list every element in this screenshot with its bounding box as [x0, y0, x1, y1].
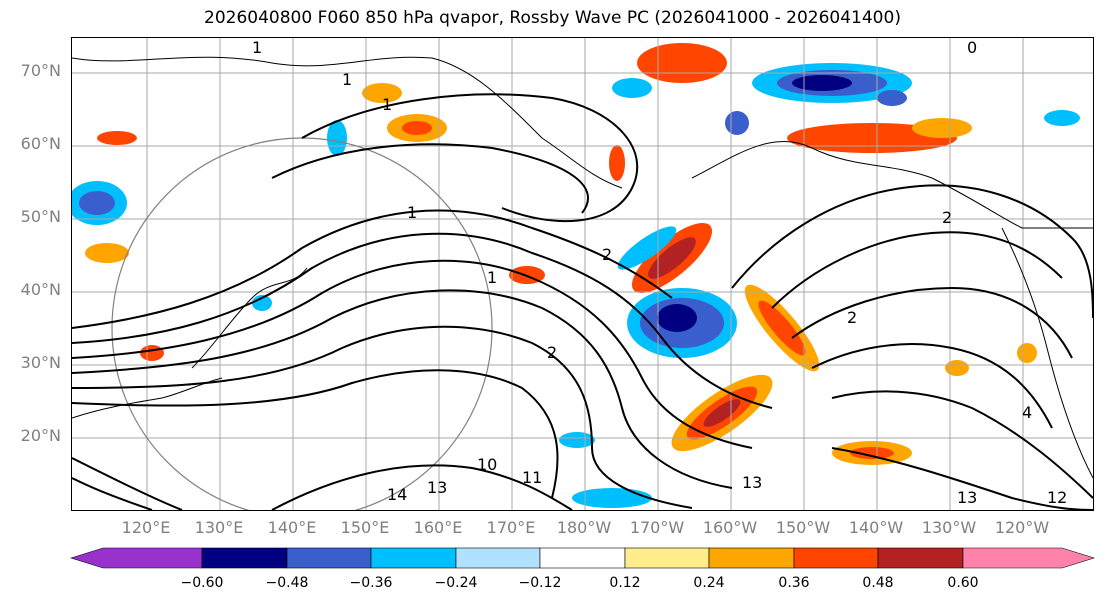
colorbar-cell — [286, 547, 372, 569]
lon-label: 140°E — [267, 518, 317, 537]
contour-label: 1 — [407, 203, 417, 222]
contour-label: 13 — [427, 478, 447, 497]
contour-label: 10 — [477, 455, 497, 474]
lon-label: 150°E — [340, 518, 390, 537]
lon-label: 120°W — [994, 518, 1050, 537]
lat-label-20n: 20°N — [20, 426, 61, 445]
colorbar-tick: −0.48 — [265, 575, 309, 591]
lat-label-40n: 40°N — [20, 280, 61, 299]
lon-label: 140°W — [848, 518, 904, 537]
contour-label: 1 — [252, 38, 262, 57]
contour-label: 13 — [742, 473, 762, 492]
lat-label-70n: 70°N — [20, 61, 61, 80]
contour-label: 0 — [967, 38, 977, 57]
colorbar-tick: −0.36 — [349, 575, 393, 591]
lat-label-50n: 50°N — [20, 207, 61, 226]
contour-label: 13 — [957, 488, 977, 507]
colorbar-tick: −0.24 — [434, 575, 478, 591]
plot-title: 2026040800 F060 850 hPa qvapor, Rossby W… — [204, 8, 901, 28]
map-panel[interactable]: 0 1 1 1 1 1 2 2 2 2 4 10 11 12 13 13 13 … — [71, 37, 1094, 511]
contour-label: 2 — [942, 208, 952, 227]
contour-label: 2 — [847, 308, 857, 327]
colorbar-cell — [69, 547, 203, 569]
contour-label: 2 — [547, 343, 557, 362]
lon-label: 170°E — [486, 518, 536, 537]
contour-label: 11 — [522, 468, 542, 487]
colorbar-cell — [708, 547, 795, 569]
lat-label-30n: 30°N — [20, 353, 61, 372]
lon-label: 180°W — [556, 518, 612, 537]
colorbar-tick: 0.36 — [778, 575, 810, 591]
colorbar-tick: −0.12 — [518, 575, 562, 591]
colorbar — [69, 547, 1096, 569]
colorbar-tick: 0.12 — [609, 575, 641, 591]
contour-label: 1 — [342, 70, 352, 89]
reference-circle — [111, 137, 493, 510]
lon-label: 130°W — [921, 518, 977, 537]
contour-label: 12 — [1047, 488, 1067, 507]
contour-label: 2 — [602, 245, 612, 264]
contour-labels: 0 1 1 1 1 1 2 2 2 2 4 10 11 12 13 13 13 … — [252, 38, 1067, 507]
contour-label: 1 — [487, 268, 497, 287]
colorbar-cell — [624, 547, 710, 569]
colorbar-tick: 0.60 — [947, 575, 979, 591]
positive-anomaly — [637, 43, 727, 83]
colorbar-tick: 0.24 — [693, 575, 725, 591]
map-canvas: 0 1 1 1 1 1 2 2 2 2 4 10 11 12 13 13 13 … — [72, 38, 1093, 510]
colorbar-tick: 0.48 — [862, 575, 894, 591]
colorbar-cell — [455, 547, 541, 569]
lat-label-60n: 60°N — [20, 134, 61, 153]
colorbar-cell — [370, 547, 457, 569]
graticule — [72, 38, 1093, 510]
lon-label: 170°W — [629, 518, 685, 537]
contour-label: 4 — [1022, 403, 1032, 422]
lon-label: 150°W — [775, 518, 831, 537]
colorbar-cell — [539, 547, 626, 569]
contour-label: 1 — [382, 95, 392, 114]
lon-label: 130°E — [194, 518, 244, 537]
colorbar-cell — [201, 547, 288, 569]
colorbar-tick: −0.60 — [180, 575, 224, 591]
colorbar-cell — [877, 547, 964, 569]
lon-label: 120°E — [121, 518, 171, 537]
lon-label: 160°W — [702, 518, 758, 537]
coastlines — [72, 56, 1093, 479]
contour-label: 14 — [387, 485, 407, 504]
colorbar-cell — [962, 547, 1096, 569]
colorbar-cell — [793, 547, 879, 569]
contours — [72, 93, 1093, 510]
lon-label: 160°E — [413, 518, 463, 537]
